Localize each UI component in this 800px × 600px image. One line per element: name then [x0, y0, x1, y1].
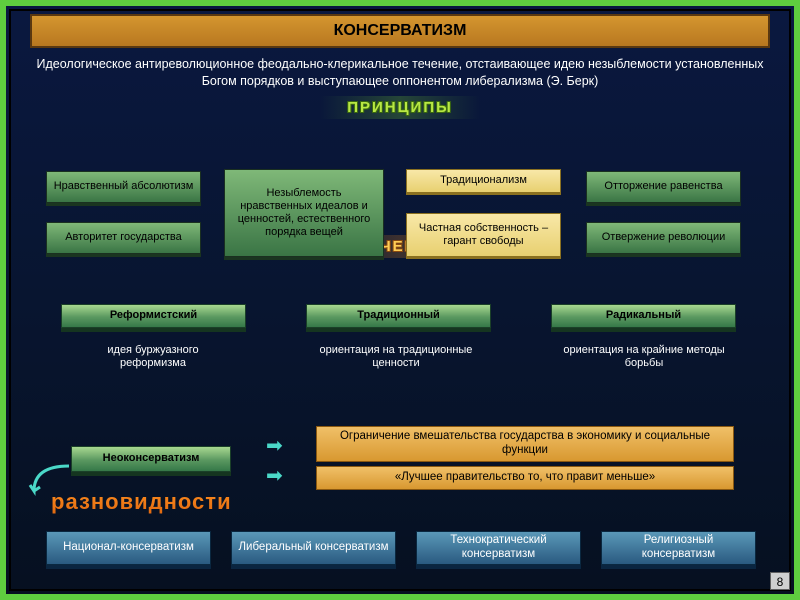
variety-block-0: Национал-консерватизм: [46, 531, 211, 565]
principle-block-4: Частная собственность – гарант свободы: [406, 213, 561, 257]
variety-block-3: Религиозный консерватизм: [601, 531, 756, 565]
principle-block-1: Авторитет государства: [46, 222, 201, 254]
current-block-2: Радикальный: [551, 304, 736, 328]
variety-block-2: Технократический консерватизм: [416, 531, 581, 565]
principle-block-5: Отторжение равенства: [586, 171, 741, 203]
neo-box-1: Ограничение вмешательства государства в …: [316, 426, 734, 462]
current-desc-2: ориентация на крайние методы борьбы: [554, 344, 734, 370]
principle-block-6: Отвержение революции: [586, 222, 741, 254]
current-block-1: Традиционный: [306, 304, 491, 328]
principle-block-2: Незыблемость нравственных идеалов и ценн…: [224, 169, 384, 257]
principle-block-0: Нравственный абсолютизм: [46, 171, 201, 203]
principle-block-3: Традиционализм: [406, 169, 561, 193]
arrow-right-1: ➡: [266, 433, 283, 458]
current-desc-0: идея буржуазного реформизма: [78, 344, 228, 370]
current-desc-1: ориентация на традиционные ценности: [301, 344, 491, 370]
current-block-0: Реформистский: [61, 304, 246, 328]
arrow-right-2: ➡: [266, 463, 283, 488]
neoconservatism-block: Неоконсерватизм: [71, 446, 231, 472]
page-number: 8: [770, 572, 790, 590]
varieties-header: разновидности: [51, 489, 232, 515]
neo-box-2: «Лучшее правительство то, что правит мен…: [316, 466, 734, 490]
variety-block-1: Либеральный консерватизм: [231, 531, 396, 565]
